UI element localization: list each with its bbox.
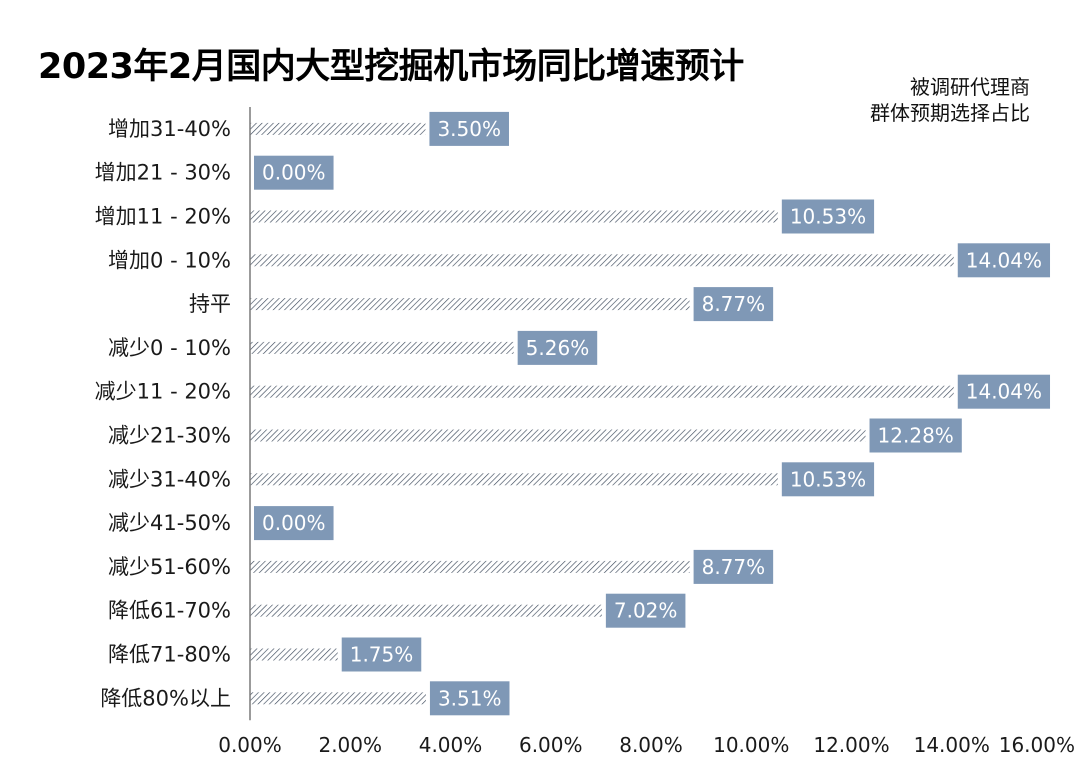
bar	[250, 341, 514, 354]
bar	[250, 604, 602, 617]
category-label: 增加0 - 10%	[108, 248, 231, 272]
x-tick-label: 6.00%	[519, 733, 583, 757]
data-label-bg	[781, 462, 875, 497]
chart-note: 被调研代理商 群体预期选择占比	[870, 74, 1030, 126]
category-label: 减少11 - 20%	[95, 380, 231, 404]
data-label-text: 14.04%	[966, 380, 1042, 404]
data-label: 1.75%	[341, 637, 422, 672]
data-label-bg	[429, 681, 510, 716]
bar	[250, 560, 690, 573]
bar	[250, 254, 954, 267]
category-label: 增加31-40%	[108, 117, 231, 141]
x-tick-label: 10.00%	[713, 733, 789, 757]
data-label-text: 8.77%	[702, 292, 766, 316]
data-label: 5.26%	[517, 330, 598, 365]
data-labels-group: 3.50% 0.00% 10.53% 14.04% 8.77% 5.26% 14.04% 12…	[254, 111, 1051, 716]
data-label-text: 3.50%	[437, 117, 501, 141]
x-tick-label: 2.00%	[318, 733, 382, 757]
category-label: 减少31-40%	[108, 467, 231, 491]
x-tick-label: 4.00%	[419, 733, 483, 757]
tick-labels-group: 0.00% 2.00% 4.00% 6.00% 8.00% 10.00% 12.00% 14.…	[218, 733, 1075, 757]
data-label: 14.04%	[957, 374, 1051, 409]
data-label: 10.53%	[781, 462, 875, 497]
data-label-text: 12.28%	[878, 424, 954, 448]
data-label: 8.77%	[693, 549, 774, 584]
data-label-bg	[605, 593, 686, 628]
category-label: 增加21 - 30%	[95, 161, 231, 185]
category-label: 增加11 - 20%	[95, 205, 231, 229]
data-label: 7.02%	[605, 593, 686, 628]
x-tick-label: 14.00%	[914, 733, 990, 757]
bar	[250, 473, 778, 486]
data-label: 8.77%	[693, 287, 774, 322]
data-label-text: 10.53%	[790, 467, 866, 491]
data-label-bg	[517, 330, 598, 365]
bar	[250, 210, 778, 223]
x-tick-label: 8.00%	[619, 733, 683, 757]
chart-title: 2023年2月国内大型挖掘机市场同比增速预计	[38, 47, 744, 87]
data-label-bg	[957, 243, 1051, 278]
data-label-text: 3.51%	[438, 686, 502, 710]
category-labels-group: 增加31-40% 增加21 - 30% 增加11 - 20% 增加0 - 10% 持平减…	[95, 117, 231, 710]
data-label-bg	[429, 111, 509, 146]
category-label: 降低61-70%	[108, 599, 231, 623]
data-label-bg	[693, 549, 774, 584]
bar	[250, 298, 690, 311]
x-tick-label: 16.00%	[999, 733, 1075, 757]
data-label-text: 0.00%	[262, 161, 326, 185]
category-label: 减少0 - 10%	[108, 336, 231, 360]
data-label: 3.51%	[429, 681, 510, 716]
bars-group	[250, 122, 954, 705]
data-label-bg	[869, 418, 962, 453]
category-label: 减少21-30%	[108, 424, 231, 448]
data-label-text: 5.26%	[526, 336, 590, 360]
data-label-bg	[693, 287, 774, 322]
bar	[250, 429, 866, 442]
data-label: 0.00%	[254, 506, 334, 541]
data-label-bg	[254, 506, 334, 541]
x-tick-label: 0.00%	[218, 733, 282, 757]
data-label-text: 8.77%	[702, 555, 766, 579]
chart-note-line-1: 被调研代理商	[910, 75, 1030, 99]
category-label: 降低80%以上	[100, 686, 231, 710]
data-label-bg	[781, 199, 875, 234]
chart-note-line-2: 群体预期选择占比	[870, 101, 1030, 125]
bar	[250, 648, 338, 661]
category-label: 减少51-60%	[108, 555, 231, 579]
data-label-text: 14.04%	[966, 248, 1042, 272]
data-label-bg	[341, 637, 422, 672]
data-label: 14.04%	[957, 243, 1051, 278]
category-label: 减少41-50%	[108, 511, 231, 535]
data-label-text: 10.53%	[790, 205, 866, 229]
data-label-bg	[254, 155, 334, 190]
category-label: 持平	[189, 292, 231, 316]
data-label: 3.50%	[429, 111, 509, 146]
data-label-text: 0.00%	[262, 511, 326, 535]
bar	[250, 385, 954, 398]
x-tick-label: 12.00%	[813, 733, 889, 757]
bar	[250, 692, 426, 705]
data-label-bg	[957, 374, 1051, 409]
category-label: 降低71-80%	[108, 643, 231, 667]
data-label: 10.53%	[781, 199, 875, 234]
data-label-text: 1.75%	[350, 643, 414, 667]
data-label-text: 7.02%	[614, 599, 678, 623]
bar	[250, 122, 426, 135]
data-label: 12.28%	[869, 418, 962, 453]
data-label: 0.00%	[254, 155, 334, 190]
